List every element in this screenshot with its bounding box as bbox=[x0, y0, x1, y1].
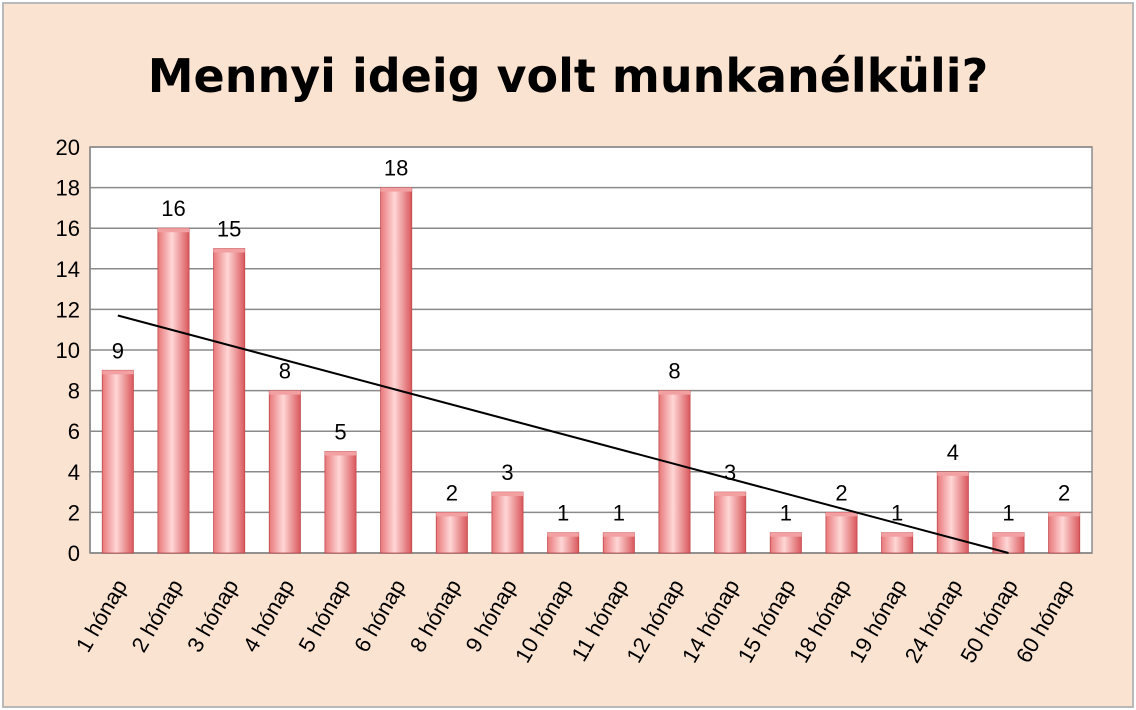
x-tick-label: 9 hónap bbox=[460, 575, 521, 656]
y-tick-label: 2 bbox=[68, 500, 80, 525]
bar bbox=[491, 491, 524, 554]
data-label: 8 bbox=[668, 359, 680, 384]
bar bbox=[1048, 512, 1081, 554]
data-label: 3 bbox=[501, 460, 513, 485]
data-label: 1 bbox=[891, 501, 903, 526]
x-tick-label: 4 hónap bbox=[238, 575, 299, 656]
bar-top bbox=[102, 370, 134, 375]
data-label: 1 bbox=[613, 501, 625, 526]
bar-top bbox=[603, 532, 635, 537]
data-label: 5 bbox=[334, 420, 346, 445]
y-tick-label: 0 bbox=[68, 541, 80, 566]
bar-top bbox=[269, 390, 301, 395]
y-tick-label: 8 bbox=[68, 379, 80, 404]
bar-top bbox=[1048, 512, 1080, 517]
data-label: 2 bbox=[1058, 480, 1070, 505]
bar-top bbox=[881, 532, 913, 537]
data-label: 1 bbox=[780, 501, 792, 526]
bar-top bbox=[324, 451, 357, 456]
bar-top bbox=[547, 532, 579, 537]
data-label: 16 bbox=[161, 196, 185, 221]
data-label: 1 bbox=[1002, 501, 1014, 526]
data-label: 3 bbox=[724, 460, 736, 485]
y-tick-label: 10 bbox=[56, 338, 80, 363]
bar bbox=[157, 227, 190, 554]
x-tick-label: 1 hónap bbox=[71, 575, 132, 656]
data-label: 18 bbox=[384, 156, 408, 181]
chart-title: Mennyi ideig volt munkanélküli? bbox=[148, 49, 989, 103]
bar-top bbox=[436, 512, 468, 517]
x-tick-label: 3 hónap bbox=[182, 575, 243, 656]
bar bbox=[268, 390, 301, 554]
y-tick-label: 12 bbox=[56, 297, 80, 322]
x-tick-label: 5 hónap bbox=[293, 575, 354, 656]
bar-top bbox=[992, 532, 1025, 537]
bar bbox=[101, 369, 134, 554]
bar-top bbox=[658, 390, 691, 395]
trend-line bbox=[117, 314, 1009, 554]
data-label: 8 bbox=[279, 359, 291, 384]
y-tick-label: 18 bbox=[56, 176, 80, 201]
bar bbox=[825, 512, 858, 554]
bar bbox=[435, 512, 468, 554]
bar-top bbox=[213, 248, 245, 253]
y-tick-label: 16 bbox=[56, 216, 80, 241]
bar bbox=[714, 491, 747, 554]
x-tick-label: 6 hónap bbox=[349, 575, 410, 656]
data-label: 4 bbox=[947, 440, 959, 465]
bar-top bbox=[825, 512, 858, 517]
bar-top bbox=[770, 532, 802, 537]
bar bbox=[380, 187, 413, 554]
x-tick-label: 2 hónap bbox=[126, 575, 187, 656]
y-tick-label: 6 bbox=[68, 419, 80, 444]
bar-top bbox=[714, 492, 746, 497]
y-tick-label: 4 bbox=[68, 460, 80, 485]
data-label: 2 bbox=[446, 480, 458, 505]
bar bbox=[324, 451, 357, 554]
bar bbox=[213, 248, 246, 554]
data-label: 15 bbox=[217, 217, 241, 242]
bar bbox=[658, 390, 691, 554]
bar-top bbox=[937, 471, 969, 476]
bar-top bbox=[380, 187, 412, 192]
data-label: 2 bbox=[835, 480, 847, 505]
bar-top bbox=[491, 492, 524, 497]
x-tick-label: 8 hónap bbox=[405, 575, 466, 656]
y-tick-label: 20 bbox=[56, 135, 80, 160]
y-tick-label: 14 bbox=[56, 257, 80, 282]
data-label: 9 bbox=[112, 338, 124, 363]
bar-top bbox=[157, 228, 190, 233]
data-label: 1 bbox=[557, 501, 569, 526]
